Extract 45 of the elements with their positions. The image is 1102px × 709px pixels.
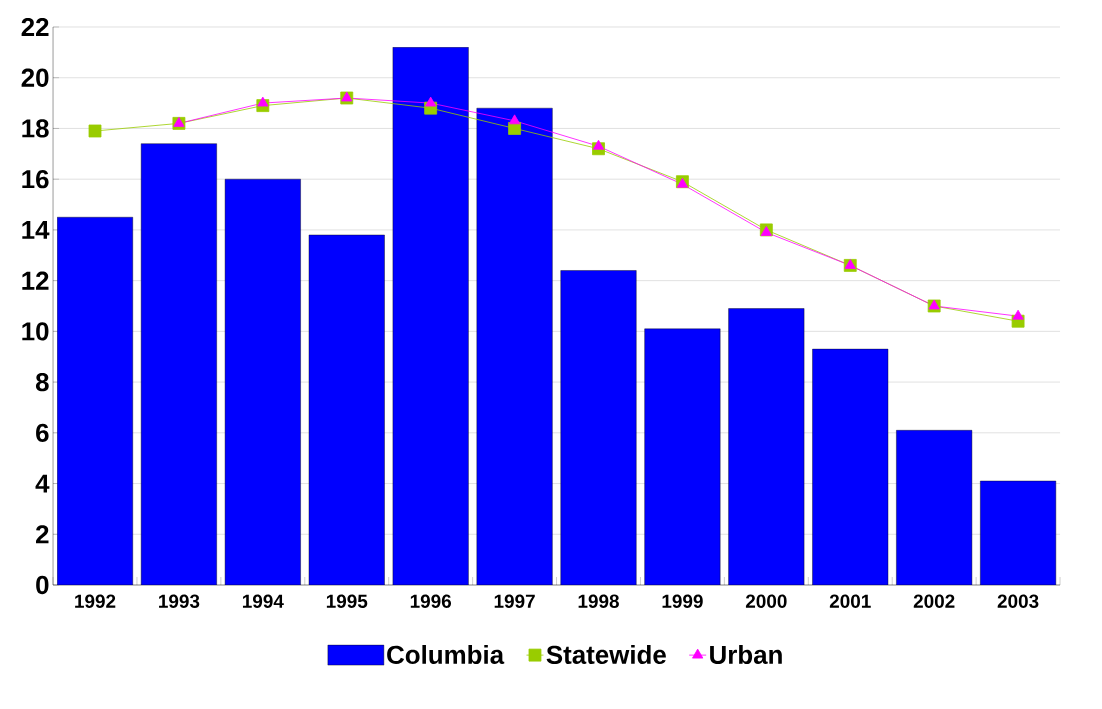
bar <box>728 308 805 585</box>
y-tick-label: 12 <box>22 271 49 290</box>
y-tick-label: 6 <box>36 423 49 442</box>
x-tick-label: 1995 <box>326 594 368 608</box>
x-tick-label: 2001 <box>829 594 871 608</box>
point <box>257 96 269 107</box>
y-tick-label: 4 <box>35 474 50 493</box>
bar <box>644 328 721 585</box>
y-tick-label: 0 <box>36 575 49 595</box>
bar <box>392 47 469 585</box>
bar <box>308 234 385 585</box>
y-tick-label: 2 <box>36 525 49 544</box>
y-tick-label: 22 <box>21 17 49 37</box>
point <box>592 139 605 150</box>
bar <box>896 430 972 585</box>
bar <box>57 217 133 585</box>
x-tick-label: 2000 <box>745 594 787 608</box>
x-tick-label: 1992 <box>75 594 116 608</box>
x-tick-label: 1996 <box>410 594 452 608</box>
y-tick-label: 16 <box>22 170 49 189</box>
x-tick-label: 2003 <box>997 594 1039 608</box>
x-tick-label: 1994 <box>242 594 284 608</box>
point <box>1012 309 1024 320</box>
y-tick-label: 20 <box>21 68 49 87</box>
bar <box>980 480 1057 585</box>
bar <box>812 349 889 585</box>
legend-label: Statewide <box>546 644 666 665</box>
x-tick-label: 1993 <box>159 594 200 608</box>
y-tick-label: 14 <box>22 220 50 239</box>
y-tick-label: 18 <box>22 119 49 138</box>
point <box>508 114 521 125</box>
bar <box>141 143 217 585</box>
x-tick-label: 1999 <box>662 594 703 608</box>
point <box>88 124 102 138</box>
text: Columbia <box>387 644 505 665</box>
x-tick-label: 1998 <box>578 594 619 608</box>
x-tick-label: 2002 <box>913 594 955 608</box>
bar <box>476 108 553 585</box>
point <box>425 96 437 107</box>
y-tick-label: 10 <box>22 322 49 341</box>
y-tick-label: 8 <box>35 372 49 392</box>
bar <box>560 270 637 585</box>
bar <box>225 179 301 585</box>
x-tick-label: 1997 <box>494 594 535 608</box>
legend-label: Urban <box>710 644 782 665</box>
